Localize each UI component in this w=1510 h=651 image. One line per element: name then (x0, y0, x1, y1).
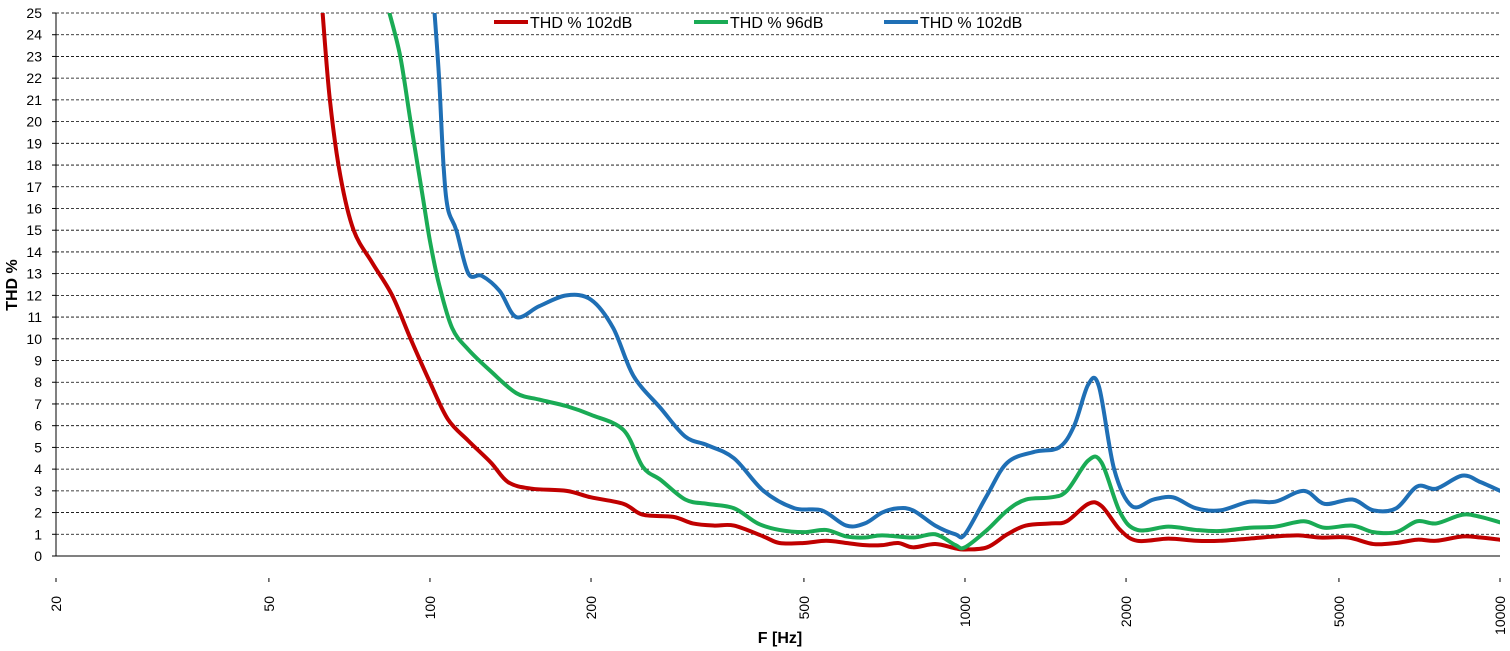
x-tick-label-1000: 1000 (957, 596, 973, 627)
y-tick-label-8: 8 (34, 374, 42, 390)
y-tick-label-7: 7 (34, 396, 42, 412)
y-tick-label-14: 14 (26, 244, 42, 260)
y-tick-label-18: 18 (26, 157, 42, 173)
x-tick-label-20: 20 (48, 596, 64, 612)
y-tick-label-2: 2 (34, 505, 42, 521)
series-line-2 (387, 13, 1500, 551)
y-tick-label-24: 24 (26, 27, 42, 43)
series-line-3 (432, 13, 1500, 540)
x-tick-label-50: 50 (261, 596, 277, 612)
y-tick-label-21: 21 (26, 92, 42, 108)
x-tick-labels: 20 50 100 200 500 1000 2000 5000 10000 (48, 596, 1508, 635)
y-tick-label-9: 9 (34, 353, 42, 369)
y-tick-label-19: 19 (26, 135, 42, 151)
y-tick-label-13: 13 (26, 266, 42, 282)
y-tick-label-25: 25 (26, 5, 42, 21)
x-tick-label-10000: 10000 (1492, 596, 1508, 635)
legend-label-3: THD % 102dB (920, 15, 1022, 32)
grid-lines (56, 12, 1500, 535)
y-tick-label-4: 4 (34, 461, 42, 477)
x-axis-label: F [Hz] (758, 630, 802, 647)
y-tick-label-0: 0 (34, 548, 42, 564)
y-tick-label-5: 5 (34, 439, 42, 455)
x-tick-label-5000: 5000 (1331, 596, 1347, 627)
legend: THD % 102dB THD % 96dB THD % 102dB (494, 15, 1022, 32)
y-tick-label-23: 23 (26, 48, 42, 64)
y-tick-label-20: 20 (26, 114, 42, 130)
axes (52, 12, 1501, 582)
x-tick-label-2000: 2000 (1118, 596, 1134, 627)
y-tick-label-17: 17 (26, 179, 42, 195)
y-tick-label-6: 6 (34, 418, 42, 434)
y-tick-label-15: 15 (26, 222, 42, 238)
y-tick-label-22: 22 (26, 70, 42, 86)
series-line-1 (320, 13, 1500, 552)
legend-label-2: THD % 96dB (730, 15, 823, 32)
y-tick-label-12: 12 (26, 287, 42, 303)
y-tick-label-11: 11 (27, 309, 42, 325)
x-tick-label-100: 100 (422, 596, 438, 620)
y-tick-label-3: 3 (34, 483, 42, 499)
x-tick-label-200: 200 (583, 596, 599, 620)
legend-label-1: THD % 102dB (530, 15, 632, 32)
y-tick-label-10: 10 (26, 331, 42, 347)
x-tick-label-500: 500 (796, 596, 812, 620)
series-lines (320, 13, 1500, 552)
y-tick-label-1: 1 (34, 526, 42, 542)
y-axis-label: THD % (4, 259, 21, 311)
y-tick-label-16: 16 (26, 200, 42, 216)
y-tick-labels: 0123456789101112131415161718192021222324… (26, 5, 42, 564)
